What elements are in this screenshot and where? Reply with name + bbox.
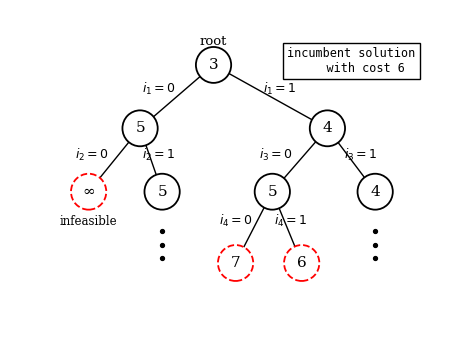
Ellipse shape: [71, 174, 106, 210]
Text: 5: 5: [157, 185, 167, 199]
Text: incumbent solution
    with cost 6: incumbent solution with cost 6: [287, 47, 415, 75]
Text: 5: 5: [135, 121, 145, 135]
Text: 5: 5: [267, 185, 277, 199]
Text: $i_3 = 1$: $i_3 = 1$: [344, 147, 377, 163]
Ellipse shape: [255, 174, 290, 210]
Text: $i_1 = 1$: $i_1 = 1$: [263, 81, 296, 97]
Text: $i_3 = 0$: $i_3 = 0$: [259, 147, 293, 163]
Text: $i_4 = 1$: $i_4 = 1$: [274, 213, 308, 229]
Ellipse shape: [218, 245, 253, 281]
Text: infeasible: infeasible: [60, 215, 118, 228]
Ellipse shape: [196, 47, 231, 83]
Text: $i_2 = 0$: $i_2 = 0$: [75, 147, 109, 163]
Text: root: root: [200, 35, 227, 48]
Text: $i_4 = 0$: $i_4 = 0$: [219, 213, 253, 229]
Ellipse shape: [145, 174, 180, 210]
Text: $i_1 = 0$: $i_1 = 0$: [142, 81, 175, 97]
Ellipse shape: [284, 245, 319, 281]
Text: 4: 4: [322, 121, 332, 135]
Ellipse shape: [357, 174, 393, 210]
Text: 7: 7: [231, 256, 240, 270]
Text: 4: 4: [370, 185, 380, 199]
Text: ∞: ∞: [82, 185, 95, 199]
Ellipse shape: [122, 110, 158, 146]
Text: 3: 3: [209, 58, 219, 72]
Ellipse shape: [310, 110, 345, 146]
Text: 6: 6: [297, 256, 307, 270]
Text: $i_2 = 1$: $i_2 = 1$: [142, 147, 175, 163]
